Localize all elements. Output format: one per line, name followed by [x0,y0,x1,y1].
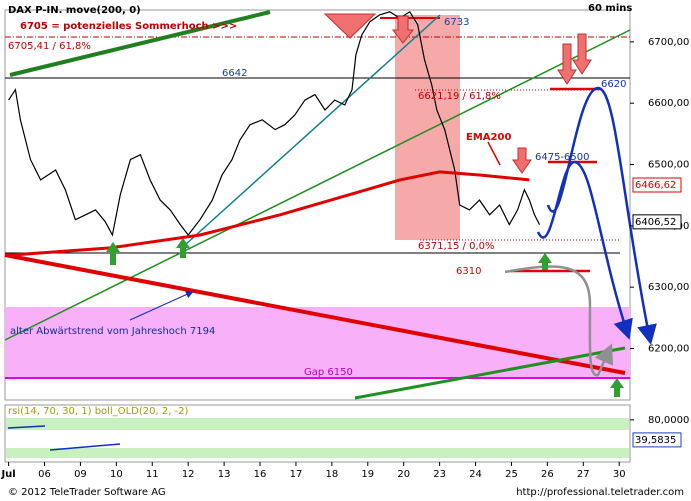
arrow-down [323,13,377,39]
rsi-trend [49,443,121,451]
x-tick-label: 23 [433,469,446,480]
rsi-tick-label: 80,0000 [648,415,689,426]
annotation: 6620 [601,79,626,90]
arrow-up [538,253,552,270]
arrow-down [512,147,532,174]
annotation: alter Abwärtstrend vom Jahreshoch 7194 [10,326,215,337]
rsi-last-label: 39,5835 [635,435,676,446]
arrow-down [557,43,577,85]
arrow-down [391,15,415,44]
x-tick-label: 25 [505,469,518,480]
footer-copyright: © 2012 TeleTrader Software AG [8,487,166,498]
annotation: 6642 [222,68,247,79]
pointer-arrow [487,141,501,166]
x-tick-label: 24 [469,469,482,480]
x-tick-label: 17 [290,469,303,480]
x-tick-label: 10 [110,469,123,480]
last-value-box [632,214,682,230]
chart-subtitle: 60 mins [588,3,632,14]
arrows-up [106,238,624,397]
y-tick-label: 6200,00 [648,343,689,354]
x-tick-label: 19 [361,469,374,480]
x-tick-label: 12 [182,469,195,480]
x-tick-label: 20 [397,469,410,480]
annotation: 6705,41 / 61,8% [8,41,91,52]
last-value-label: 6406,52 [635,217,676,228]
last-value-label: 6466,62 [635,180,676,191]
annotation: 6621,19 / 61,8% [418,91,501,102]
series-line [8,10,541,237]
y-tick-label: 6600,00 [648,98,689,109]
trend-line [4,253,626,375]
arrow-up [106,242,120,265]
rsi-band [6,418,629,430]
trend-line [4,29,631,341]
annotation: 6371,15 / 0,0% [418,241,494,252]
x-tick-label: 27 [577,469,590,480]
x-tick-label: 18 [326,469,339,480]
chart-title: DAX P-IN. move(200, 0) [8,5,141,16]
x-tick-label: 13 [218,469,231,480]
y-tick-label: 6700,00 [648,37,689,48]
trend-line [184,14,441,246]
x-tick-label: 26 [541,469,554,480]
annotation: 6310 [456,266,481,277]
rsi-trend [7,425,46,429]
annotation: 6705 = potenzielles Sommerhoch >>> [20,21,237,32]
y-tick-label: 6300,00 [648,282,689,293]
projection [536,160,633,340]
x-tick-label: 11 [146,469,159,480]
x-tick-label: 16 [254,469,267,480]
annotation: 6475-6500 [535,152,590,163]
rsi-band [6,448,629,458]
x-tick-label: 30 [613,469,626,480]
rsi-title: rsi(14, 70, 30, 1) boll_OLD(20, 2, -2) [8,406,189,417]
pointer-arrow [129,290,194,321]
legend-label: EMA200 [466,132,511,143]
last-value-box [632,177,682,193]
y-tick-label: 6500,00 [648,160,689,171]
arrow-up [176,238,190,258]
x-tick-label: Jul [0,469,15,480]
annotation: Gap 6150 [304,367,353,378]
trend-line [9,10,271,77]
arrows-down [323,13,592,174]
fib-zone [395,15,460,240]
footer-url: http://professional.teletrader.com [516,487,684,498]
x-tick-label: 09 [74,469,87,480]
arrow-down [572,33,592,75]
trend-line [354,346,626,400]
x-tick-label: 06 [38,469,51,480]
series-line [8,170,530,257]
annotation: 6733 [444,17,469,28]
arrow-up [610,378,624,397]
rsi-last-box [632,432,682,448]
